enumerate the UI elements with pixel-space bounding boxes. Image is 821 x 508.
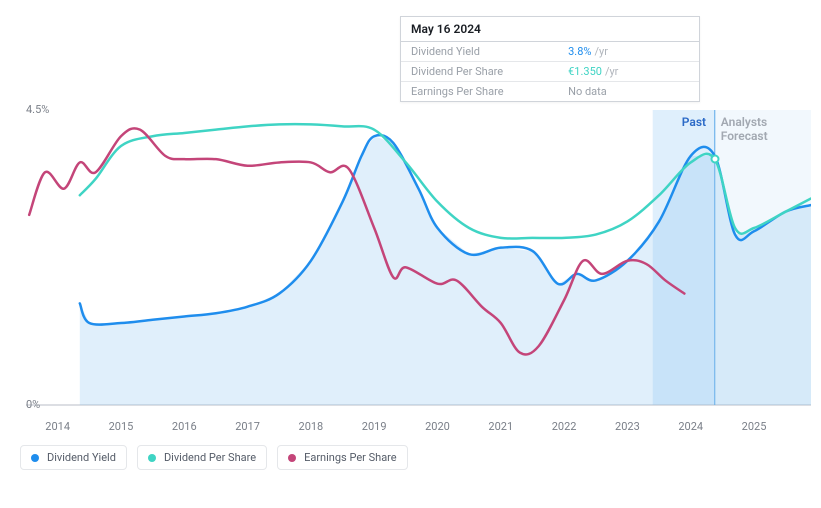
- legend-dot: [148, 454, 156, 462]
- x-axis-tick: 2024: [678, 420, 703, 433]
- x-axis-tick: 2025: [742, 420, 767, 433]
- legend-label: Dividend Per Share: [164, 451, 256, 464]
- x-axis-tick: 2020: [425, 420, 450, 433]
- tooltip-row: Earnings Per ShareNo data: [401, 82, 699, 101]
- x-axis-tick: 2014: [45, 420, 70, 433]
- tooltip-unit: /yr: [594, 45, 607, 58]
- x-axis: 2014 2015 2016 2017 2018 2019 2020 2021 2022 2023…: [10, 413, 811, 433]
- x-axis-tick: 2018: [299, 420, 324, 433]
- x-axis-tick: 2015: [109, 420, 134, 433]
- legend-item-dividend-yield[interactable]: Dividend Yield: [20, 445, 127, 470]
- legend-dot: [288, 454, 296, 462]
- tooltip-metric-value: 3.8%/yr: [568, 45, 689, 58]
- tooltip-metric-label: Dividend Per Share: [411, 65, 568, 78]
- chart-tooltip: May 16 2024 Dividend Yield3.8%/yrDividen…: [400, 16, 700, 102]
- legend-label: Earnings Per Share: [304, 451, 397, 464]
- tooltip-metric-label: Earnings Per Share: [411, 85, 568, 98]
- x-axis-tick: 2021: [488, 420, 513, 433]
- dividend-chart: 4.5% 0% Past Analysts Forecast 201420152…: [10, 10, 811, 498]
- tooltip-metric-value: €1.350/yr: [568, 65, 689, 78]
- tooltip-metric-label: Dividend Yield: [411, 45, 568, 58]
- tooltip-row: Dividend Per Share€1.350/yr: [401, 62, 699, 82]
- chart-legend: Dividend Yield Dividend Per Share Earnings…: [20, 445, 408, 470]
- tooltip-row: Dividend Yield3.8%/yr: [401, 42, 699, 62]
- legend-item-dividend-per-share[interactable]: Dividend Per Share: [137, 445, 267, 470]
- legend-dot: [31, 454, 39, 462]
- x-axis-tick: 2023: [615, 420, 640, 433]
- tooltip-date: May 16 2024: [401, 17, 699, 42]
- tooltip-unit: /yr: [605, 65, 618, 78]
- tooltip-metric-value: No data: [568, 85, 689, 98]
- y-axis-label-max: 4.5%: [26, 103, 49, 116]
- legend-item-earnings-per-share[interactable]: Earnings Per Share: [277, 445, 408, 470]
- past-region-label: Past: [682, 115, 706, 129]
- forecast-region-label: Analysts Forecast: [721, 115, 811, 143]
- hover-marker: [710, 155, 719, 164]
- legend-label: Dividend Yield: [47, 451, 116, 464]
- x-axis-tick: 2016: [172, 420, 197, 433]
- x-axis-tick: 2019: [362, 420, 387, 433]
- y-axis-label-min: 0%: [26, 398, 40, 411]
- x-axis-tick: 2022: [552, 420, 577, 433]
- x-axis-tick: 2017: [235, 420, 260, 433]
